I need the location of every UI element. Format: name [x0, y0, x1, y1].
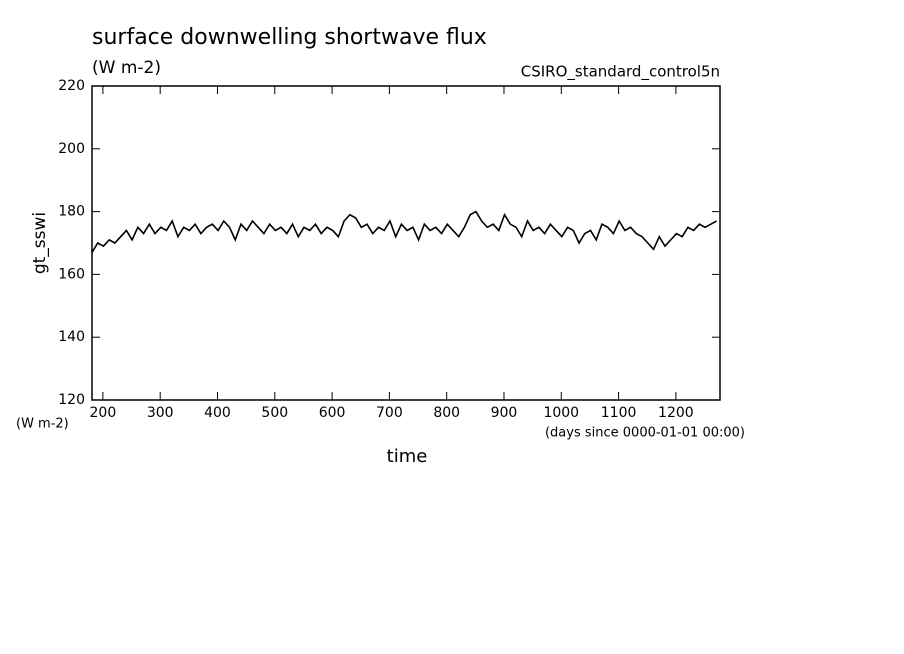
- x-axis-label: time: [387, 446, 428, 467]
- x-tick-label: 500: [261, 405, 288, 421]
- x-tick-label: 700: [376, 405, 403, 421]
- y-tick-label: 180: [58, 204, 85, 220]
- y-unit: (W m-2): [16, 417, 69, 432]
- y-tick-label: 220: [58, 78, 85, 94]
- plot-frame: [91, 85, 721, 401]
- x-tick-label: 900: [491, 405, 518, 421]
- y-tick-label: 160: [58, 266, 85, 282]
- y-tick-label: 200: [58, 141, 85, 157]
- y-tick-label: 120: [58, 392, 85, 408]
- x-tick-label: 800: [433, 405, 460, 421]
- chart-subtitle: (W m-2): [92, 58, 161, 78]
- x-tick-label: 300: [147, 405, 174, 421]
- x-tick-label: 200: [90, 405, 117, 421]
- x-unit: (days since 0000-01-01 00:00): [545, 426, 745, 441]
- x-tick-label: 600: [319, 405, 346, 421]
- chart-title: surface downwelling shortwave flux: [92, 25, 487, 50]
- data-line: [91, 210, 717, 253]
- annotation: CSIRO_standard_control5n: [521, 63, 720, 82]
- x-tick-label: 1200: [658, 405, 694, 421]
- y-tick-label: 140: [58, 329, 85, 345]
- x-tick-label: 400: [204, 405, 231, 421]
- x-tick-label: 1100: [601, 405, 637, 421]
- y-axis-label: gt_sswi: [30, 212, 50, 274]
- x-tick-label: 1000: [543, 405, 579, 421]
